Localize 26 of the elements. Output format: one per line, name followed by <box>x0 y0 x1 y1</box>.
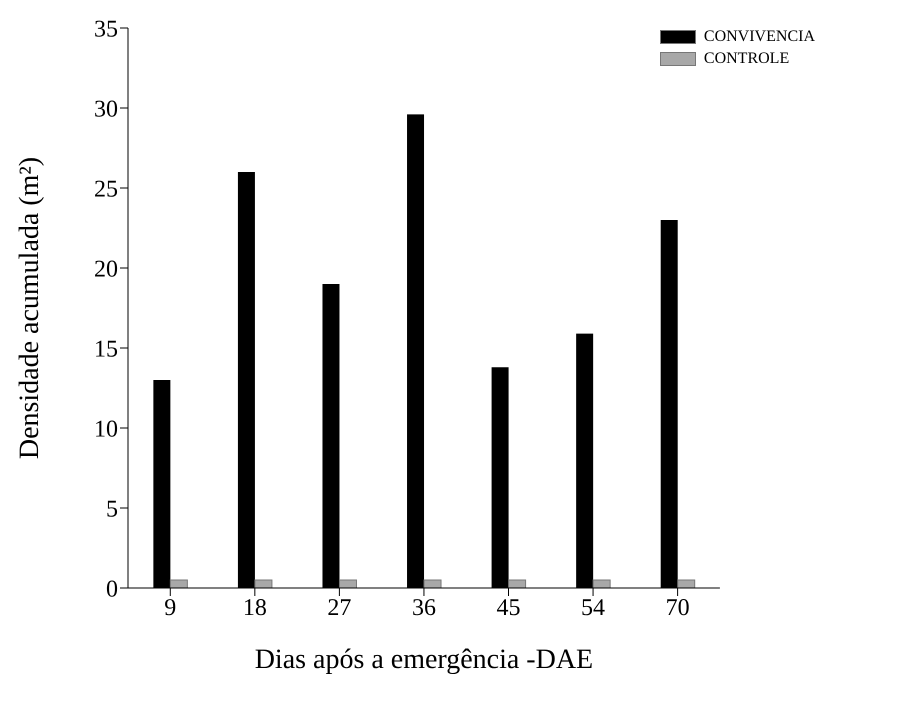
x-tick-label: 9 <box>164 595 176 622</box>
y-tick-label: 5 <box>106 496 118 523</box>
y-tick-label: 10 <box>94 416 118 443</box>
bar <box>677 580 696 588</box>
bar <box>170 580 188 588</box>
y-tick-label: 15 <box>94 336 118 363</box>
y-tick-label: 30 <box>94 96 118 123</box>
y-tick-label: 35 <box>94 16 118 43</box>
y-tick-label: 25 <box>94 176 118 203</box>
bar <box>424 580 442 588</box>
bar <box>592 580 611 588</box>
bar <box>254 580 272 588</box>
y-tick-label: 20 <box>94 256 118 283</box>
bar <box>508 580 526 588</box>
x-tick-label: 36 <box>412 595 436 622</box>
bar <box>338 580 357 588</box>
y-axis-title: Densidade acumulada (m²) <box>14 156 45 460</box>
x-tick-label: 18 <box>242 595 267 622</box>
x-tick-label: 27 <box>327 595 352 622</box>
y-tick-label: 0 <box>106 576 118 603</box>
x-tick-label: 54 <box>581 595 606 622</box>
legend-label: CONTROLE <box>704 50 790 68</box>
x-tick-label: 70 <box>666 595 690 622</box>
x-tick-label: 45 <box>496 595 520 622</box>
legend-label: CONVIVENCIA <box>704 28 815 46</box>
x-axis-title: Dias após a emergência -DAE <box>254 644 594 675</box>
